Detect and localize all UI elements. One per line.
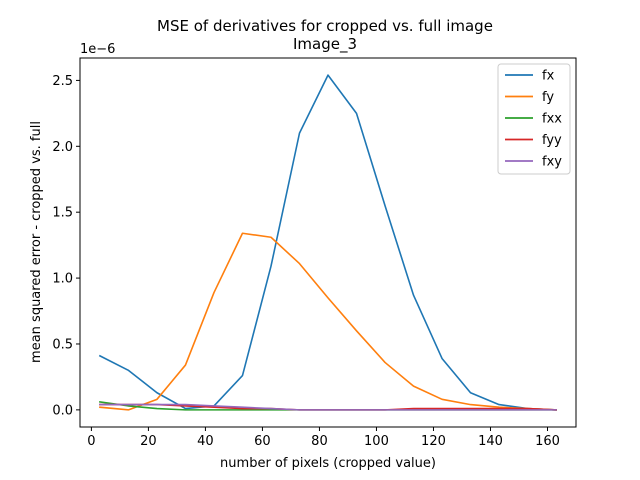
x-tick-label: 60 <box>254 434 271 449</box>
legend-items: fx fy fxx fyy fxy <box>505 69 562 170</box>
x-tick-label: 20 <box>140 434 157 449</box>
y-tick-label: 0.0 <box>52 403 73 418</box>
y-axis-ticks: 0.0 0.5 1.0 1.5 2.0 2.5 <box>52 74 80 418</box>
x-axis-label: number of pixels (cropped value) <box>220 456 436 471</box>
series-line-fx <box>98 74 557 411</box>
x-tick-label: 80 <box>311 434 328 449</box>
plot-frame <box>79 57 577 428</box>
x-tick-label: 160 <box>535 434 560 449</box>
legend-frame <box>497 63 571 175</box>
x-tick-label: 0 <box>87 434 95 449</box>
legend-label-fxx: fxx <box>542 112 562 127</box>
y-tick-label: 0.5 <box>52 337 73 352</box>
y-tick-label: 2.5 <box>52 74 73 89</box>
y-tick-label: 2.0 <box>52 140 73 155</box>
x-tick-label: 40 <box>197 434 214 449</box>
series-line-fy <box>99 232 557 411</box>
legend-label-fy: fy <box>542 90 554 105</box>
legend-label-fx: fx <box>542 69 555 84</box>
legend-label-fyy: fyy <box>542 133 562 148</box>
y-tick-label: 1.5 <box>52 206 73 221</box>
series-line-fxy <box>99 403 557 411</box>
y-offset-text: 1e−6 <box>80 42 115 57</box>
x-tick-label: 120 <box>421 434 446 449</box>
x-tick-label: 140 <box>478 434 503 449</box>
plot-area <box>79 57 577 428</box>
series-layer <box>98 74 557 411</box>
x-axis-ticks: 0 20 40 60 80 100 120 140 160 <box>87 427 560 449</box>
chart-subtitle: Image_3 <box>293 35 357 54</box>
x-tick-label: 100 <box>364 434 389 449</box>
y-tick-label: 1.0 <box>52 272 73 287</box>
legend: fx fy fxx fyy fxy <box>497 63 571 175</box>
legend-label-fxy: fxy <box>542 155 562 170</box>
chart-title: MSE of derivatives for cropped vs. full … <box>157 17 493 35</box>
y-axis-label: mean squared error - cropped vs. full <box>29 121 44 363</box>
